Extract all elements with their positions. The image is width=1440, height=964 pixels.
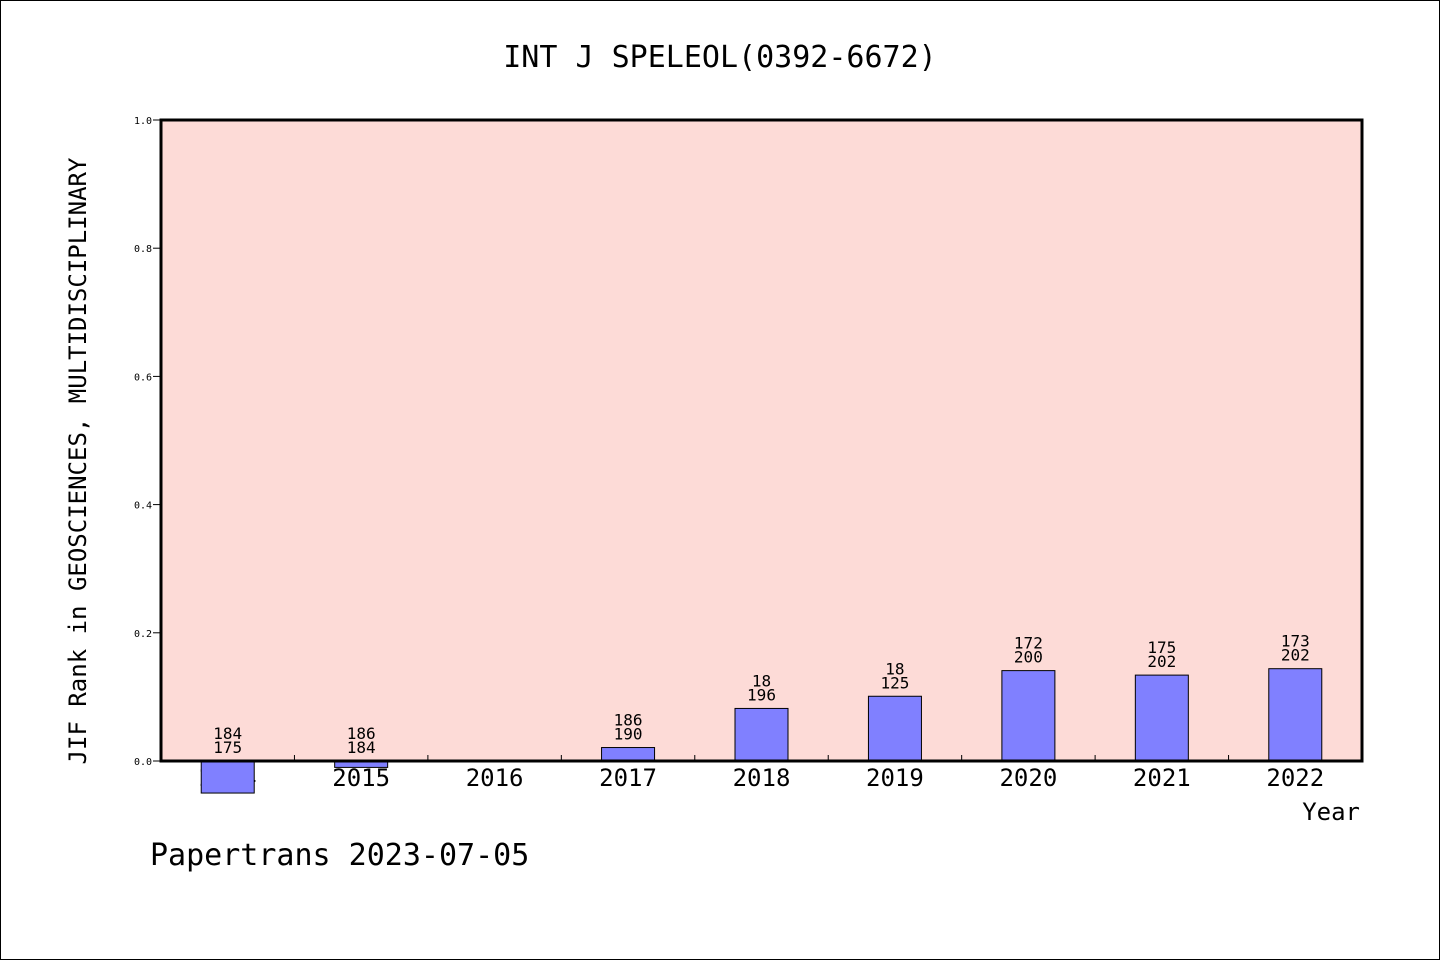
chart-title: INT J SPELEOL(0392-6672) (503, 40, 936, 75)
y-axis-label: JIF Rank in GEOSCIENCES, MULTIDISCIPLINA… (64, 157, 92, 764)
bar-label-total-2021: 202 (1147, 652, 1176, 671)
bar-label-rank-2020: 172 (1014, 634, 1043, 653)
x-tick-label-2016: 2016 (466, 764, 524, 792)
y-tick-label: 0.2 (134, 629, 152, 640)
y-tick-label: 0.0 (134, 757, 152, 768)
bar-label-rank-2017: 186 (614, 711, 643, 730)
bar-label-rank-2015: 186 (347, 724, 376, 743)
bar-label-rank-2019: 18 (885, 659, 904, 678)
bar-2017 (601, 747, 656, 762)
bar-label-rank-2014: 184 (213, 724, 242, 743)
x-tick-label-2020: 2020 (999, 764, 1057, 792)
bar-2014 (200, 760, 255, 794)
bar-2021 (1134, 674, 1189, 762)
x-tick-label-2021: 2021 (1133, 764, 1191, 792)
y-axis-ticks: 0.0 0.2 0.4 0.6 0.8 1.0 (134, 116, 161, 768)
x-tick-label-2017: 2017 (599, 764, 657, 792)
x-axis-ticks: 201420152016201720182019202020212022 (199, 755, 1324, 792)
bar-2022 (1268, 668, 1323, 762)
bar-label-total-2015: 184 (347, 738, 376, 757)
x-axis-label: Year (1302, 798, 1360, 826)
bar-label-total-2017: 190 (614, 725, 643, 744)
footer-credit: Papertrans 2023-07-05 (150, 838, 529, 873)
bar-label-total-2018: 196 (747, 685, 776, 704)
bar-label-total-2020: 200 (1014, 648, 1043, 667)
bar-label-rank-2022: 173 (1281, 632, 1310, 651)
plot-border (159, 118, 1364, 763)
x-tick-label-2015: 2015 (332, 764, 390, 792)
bar-label-total-2022: 202 (1281, 646, 1310, 665)
bar-2019 (867, 695, 922, 762)
bar-2018 (734, 707, 789, 762)
bars (200, 668, 1323, 794)
bar-label-total-2014: 175 (213, 738, 242, 757)
bar-label-total-2019: 125 (880, 673, 909, 692)
bar-label-rank-2018: 18 (752, 671, 771, 690)
bar-2020 (1001, 670, 1056, 762)
bar-labels: 1841751861841861901819618125172200175202… (213, 632, 1309, 757)
y-tick-label: 0.6 (134, 372, 152, 383)
y-tick-label: 0.4 (134, 501, 152, 512)
x-tick-label-2018: 2018 (733, 764, 791, 792)
plot-area (159, 118, 1364, 763)
y-tick-label: 1.0 (134, 116, 152, 127)
x-tick-label-2019: 2019 (866, 764, 924, 792)
y-tick-label: 0.8 (134, 244, 152, 255)
x-tick-label-2022: 2022 (1266, 764, 1324, 792)
bar-label-rank-2021: 175 (1147, 638, 1176, 657)
